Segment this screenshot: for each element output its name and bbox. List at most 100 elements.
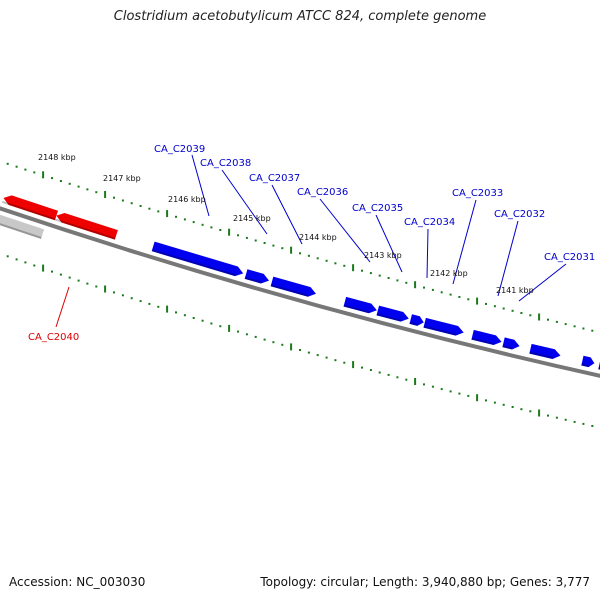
gene-label-ca-c2038[interactable]: CA_C2038: [200, 158, 251, 169]
gene-ca-c2041-shape[interactable]: [2, 193, 59, 221]
leader-ca-c2035: [375, 214, 403, 273]
gene-ca-c2031[interactable]: [529, 343, 561, 361]
map-title: Clostridium acetobutylicum ATCC 824, com…: [113, 9, 487, 24]
upper-ruler-dot: [307, 254, 310, 257]
gene-ca-c2031-edge: [529, 351, 553, 359]
gene-label-ca-c2035[interactable]: CA_C2035: [352, 203, 403, 214]
upper-ruler-dot: [555, 320, 558, 323]
gene-ca-c2033[interactable]: [471, 329, 502, 347]
gene-label-ca-c2032[interactable]: CA_C2032: [494, 209, 545, 220]
ruler-label: 2147 kbp: [103, 174, 141, 183]
gene-ca-c2037[interactable]: [270, 276, 318, 299]
gene-ca-c2034-edge: [423, 325, 457, 336]
lower-ruler-dot: [245, 333, 248, 336]
gene-label-ca-c2031[interactable]: CA_C2031: [544, 252, 595, 263]
lower-ruler-dot: [86, 282, 89, 285]
gene-ca-c2037-edge: [270, 284, 309, 297]
lower-ruler-dot: [485, 399, 487, 402]
upper-ruler-dot: [77, 185, 80, 188]
upper-ruler-dot: [139, 205, 142, 207]
gene-ca-c2041[interactable]: [1, 193, 59, 221]
gene-ca-c2031-shape[interactable]: [529, 343, 561, 361]
gene-ca-c2039-shape[interactable]: [151, 241, 245, 279]
grey-feature[interactable]: [0, 211, 45, 239]
leader-lines: [55, 154, 567, 328]
upper-ruler-tick: [290, 246, 293, 254]
lower-ruler-dot: [33, 264, 36, 267]
gene-ca-c2032[interactable]: [502, 337, 520, 351]
lower-ruler-dot: [192, 317, 195, 319]
gene-ca-c2033-edge: [471, 337, 495, 346]
gene-ca-c2035[interactable]: [376, 305, 411, 324]
lower-ruler-dot: [467, 394, 470, 397]
gene-label-ca-c2034[interactable]: CA_C2034: [404, 217, 455, 228]
gene-ca-c2036-shape[interactable]: [343, 296, 379, 315]
upper-ruler-dot: [281, 247, 284, 250]
leader-ca-c2034: [426, 228, 429, 279]
gene-ca-c2038-shape[interactable]: [244, 269, 271, 285]
gene-ca-c2035b-shape[interactable]: [409, 314, 424, 327]
gene-label-ca-c2037[interactable]: CA_C2037: [249, 173, 300, 184]
upper-ruler-dot: [405, 281, 408, 284]
upper-ruler-dot: [529, 314, 532, 317]
gene-ca-c2041-edge: [1, 200, 56, 221]
upper-ruler-dot: [520, 312, 523, 314]
upper-ruler-dot: [547, 318, 549, 321]
upper-ruler-dot: [148, 207, 151, 210]
gene-ca-c2038[interactable]: [244, 269, 271, 285]
upper-ruler-dot: [591, 329, 594, 332]
gene-ca-c2032-edge: [502, 345, 513, 350]
gene-ca-c2037-shape[interactable]: [270, 276, 318, 299]
upper-ruler-dot: [130, 202, 133, 205]
gene-label-ca-c2040[interactable]: CA_C2040: [28, 332, 79, 343]
upper-ruler-dot: [59, 180, 62, 182]
lower-ruler-tick: [414, 378, 417, 385]
leader-ca-c2032: [497, 220, 519, 297]
lower-ruler-dot: [130, 297, 133, 300]
gene-ca-c2035b[interactable]: [409, 314, 424, 327]
gene-label-ca-c2039[interactable]: CA_C2039: [154, 144, 205, 155]
gene-ca-c2039[interactable]: [151, 241, 245, 279]
gene-ca-c2035b-edge: [409, 321, 418, 326]
upper-ruler-tick: [104, 191, 107, 198]
upper-ruler-dot: [387, 277, 390, 279]
gene-next-1[interactable]: [581, 355, 595, 368]
upper-ruler-dot: [423, 286, 425, 289]
lower-ruler-dot: [175, 311, 177, 314]
lower-ruler-dot: [95, 285, 98, 288]
gene-ca-c2035-shape[interactable]: [376, 305, 411, 324]
gene-label-ca-c2033[interactable]: CA_C2033: [452, 188, 503, 199]
gene-ca-c2040[interactable]: [54, 211, 118, 240]
lower-ruler-tick: [290, 343, 293, 351]
ruler-label: 2143 kbp: [364, 251, 402, 260]
lower-ruler-dot: [299, 349, 301, 351]
upper-ruler-dot: [210, 226, 213, 229]
ruler-dots: [6, 162, 594, 427]
lower-ruler-dot: [555, 416, 558, 419]
upper-ruler-dot: [485, 302, 487, 305]
upper-ruler-tick: [228, 228, 231, 236]
gene-ca-c2034-shape[interactable]: [423, 317, 464, 338]
gene-ca-c2033-shape[interactable]: [471, 329, 502, 347]
gene-ca-c2032-shape[interactable]: [502, 337, 520, 351]
grey-feature-shape[interactable]: [0, 211, 45, 239]
upper-ruler-dot: [51, 177, 53, 180]
gene-ca-c2040-shape[interactable]: [55, 211, 118, 240]
gene-next-1-shape[interactable]: [581, 355, 595, 368]
gene-label-ca-c2036[interactable]: CA_C2036: [297, 187, 348, 198]
gene-ca-c2036[interactable]: [343, 296, 379, 315]
lower-ruler-dot: [68, 276, 71, 279]
gene-ca-c2040-edge: [54, 218, 116, 240]
gene-ca-c2039-edge: [151, 249, 236, 277]
lower-ruler-dot: [219, 325, 222, 328]
lower-ruler-dot: [148, 302, 151, 305]
gene-ca-c2035-edge: [376, 313, 402, 322]
upper-ruler-dot: [431, 288, 434, 291]
upper-ruler-dot: [157, 210, 160, 213]
leader-ca-c2039: [191, 154, 210, 217]
gene-ca-c2034[interactable]: [423, 317, 464, 338]
lower-ruler-dot: [458, 392, 461, 395]
ruler-label: 2148 kbp: [38, 153, 76, 162]
upper-ruler-dot: [254, 239, 257, 242]
